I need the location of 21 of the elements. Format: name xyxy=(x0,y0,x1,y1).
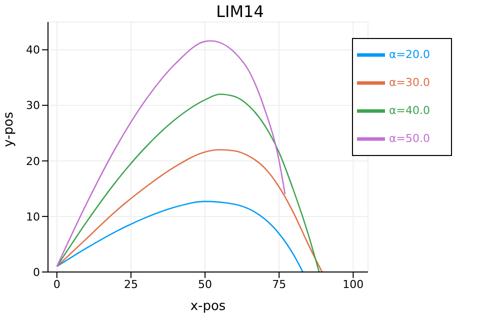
x-axis-title: x-pos xyxy=(190,299,226,314)
legend-label: α=20.0 xyxy=(389,48,430,62)
legend-label: α=40.0 xyxy=(389,104,430,118)
line-series xyxy=(56,94,320,272)
x-tick-label: 50 xyxy=(198,278,212,291)
y-tick-label: 20 xyxy=(26,154,40,168)
line-series xyxy=(56,200,304,272)
y-tick-label: 30 xyxy=(26,99,40,112)
line-series xyxy=(56,40,286,268)
legend-label: α=50.0 xyxy=(389,132,430,146)
y-tick-label: 0 xyxy=(33,266,40,279)
x-tick-label: 0 xyxy=(53,278,60,291)
line-series xyxy=(56,149,323,272)
y-axis-title: y-pos xyxy=(2,112,17,147)
x-tick-label: 100 xyxy=(342,278,364,291)
x-tick-label: 25 xyxy=(124,278,138,291)
x-tick-label: 75 xyxy=(272,278,286,291)
legend-label: α=30.0 xyxy=(389,76,430,90)
y-tick-label: 40 xyxy=(26,44,40,57)
y-tick-label: 10 xyxy=(26,210,40,224)
chart-title: LIM14 xyxy=(215,2,265,21)
